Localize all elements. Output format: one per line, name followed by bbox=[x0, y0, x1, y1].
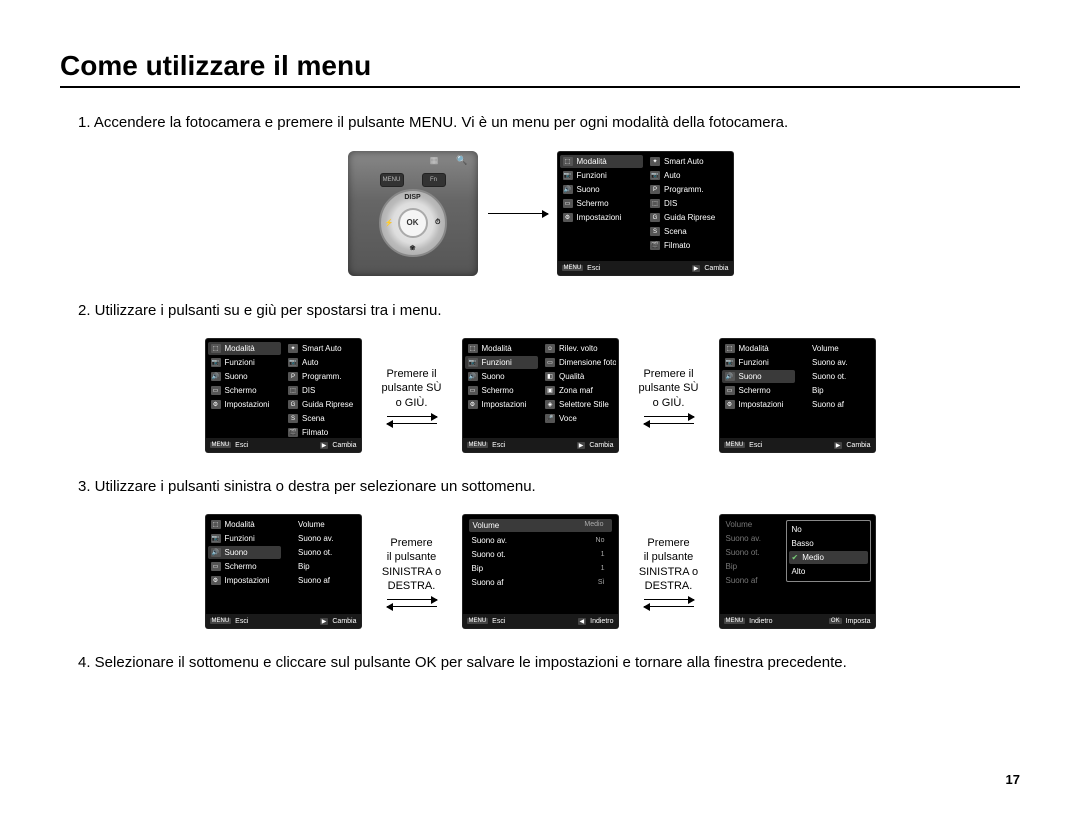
gear-icon: ⚙ bbox=[563, 213, 573, 222]
page-number: 17 bbox=[1006, 772, 1020, 787]
menu-item-funzioni[interactable]: 📷Funzioni bbox=[560, 169, 644, 182]
guide-icon: G bbox=[650, 213, 660, 222]
screen-footer: MENUEsci ▶Cambia bbox=[558, 261, 733, 275]
row-suonoav[interactable]: Suono av.No bbox=[469, 534, 612, 547]
menu-screen-c: ⬚Modalità 📷Funzioni 🔊Suono ▭Schermo ⚙Imp… bbox=[720, 339, 875, 452]
row-suonoaf[interactable]: Suono afSì bbox=[469, 576, 612, 589]
menu-screen-f: Volume Suono av. Suono ot. Bip Suono af … bbox=[720, 515, 875, 628]
option-alto[interactable]: Alto bbox=[789, 565, 868, 578]
arrow-right-icon bbox=[488, 213, 548, 214]
menu-item-suono[interactable]: 🔊Suono bbox=[560, 183, 644, 196]
arrow-group-2: Premere il pulsante SÙ o GIÙ. bbox=[624, 367, 714, 424]
menu-screen-main: ⬚Modalità 📷Funzioni 🔊Suono ▭Schermo ⚙Imp… bbox=[558, 152, 733, 275]
mode-smartauto[interactable]: ✦Smart Auto bbox=[647, 155, 731, 168]
auto-icon: 📷 bbox=[650, 171, 660, 180]
dis-icon: ⬚ bbox=[650, 199, 660, 208]
page-title: Come utilizzare il menu bbox=[60, 50, 1020, 88]
smartauto-icon: ✦ bbox=[650, 157, 660, 166]
flash-icon: ⚡ bbox=[385, 219, 394, 227]
menu-screen-b: ⬚Modalità 📷Funzioni 🔊Suono ▭Schermo ⚙Imp… bbox=[463, 339, 618, 452]
camera-back: ▦🔍 MENU Fn DISP ⚡ ⏱ ❀ OK bbox=[348, 151, 478, 276]
step-1: 1. Accendere la fotocamera e premere il … bbox=[78, 112, 1020, 133]
camera-icon: ⬚ bbox=[563, 157, 573, 166]
arrow-right-icon bbox=[387, 416, 437, 417]
menu-item-schermo[interactable]: ▭Schermo bbox=[560, 197, 644, 210]
menu-screen-e: VolumeMedio Suono av.No Suono ot.1 Bip1 … bbox=[463, 515, 618, 628]
disp-label: DISP bbox=[404, 194, 420, 201]
mode-guide[interactable]: GGuida Riprese bbox=[647, 211, 731, 224]
menu-screen-a: ⬚Modalità 📷Funzioni 🔊Suono ▭Schermo ⚙Imp… bbox=[206, 339, 361, 452]
menu-button[interactable]: MENU bbox=[380, 173, 404, 187]
macro-icon: ❀ bbox=[410, 244, 416, 252]
instruction-up-down: Premere il pulsante SÙ o GIÙ. bbox=[382, 367, 442, 410]
program-icon: P bbox=[650, 185, 660, 194]
camera-top-icons: ▦🔍 bbox=[348, 155, 478, 171]
step-2: 2. Utilizzare i pulsanti su e giù per sp… bbox=[78, 300, 1020, 321]
movie-icon: 🎬 bbox=[650, 241, 660, 250]
menu-screen-d: ⬚Modalità 📷Funzioni 🔊Suono ▭Schermo ⚙Imp… bbox=[206, 515, 361, 628]
timer-icon: ⏱ bbox=[435, 219, 440, 227]
row-2: ⬚Modalità 📷Funzioni 🔊Suono ▭Schermo ⚙Imp… bbox=[60, 339, 1020, 452]
ok-button[interactable]: OK bbox=[398, 208, 428, 238]
row-volume[interactable]: VolumeMedio bbox=[469, 519, 612, 532]
row-1: ▦🔍 MENU Fn DISP ⚡ ⏱ ❀ OK ⬚Modalità 📷Funz… bbox=[60, 151, 1020, 276]
camera-icon: 📷 bbox=[563, 171, 573, 180]
menu-right-col: ✦Smart Auto 📷Auto PProgramm. ⬚DIS GGuida… bbox=[645, 152, 733, 261]
option-basso[interactable]: Basso bbox=[789, 537, 868, 550]
menu-item-impostazioni[interactable]: ⚙Impostazioni bbox=[560, 211, 644, 224]
arrow-group-3: Premere il pulsante SINISTRA o DESTRA. bbox=[367, 536, 457, 607]
sound-icon: 🔊 bbox=[563, 185, 573, 194]
step-3: 3. Utilizzare i pulsanti sinistra o dest… bbox=[78, 476, 1020, 497]
row-bip[interactable]: Bip1 bbox=[469, 562, 612, 575]
display-icon: ▭ bbox=[563, 199, 573, 208]
mode-program[interactable]: PProgramm. bbox=[647, 183, 731, 196]
menu-item-modalita[interactable]: ⬚Modalità bbox=[560, 155, 644, 168]
dpad[interactable]: DISP ⚡ ⏱ ❀ OK bbox=[379, 189, 447, 257]
volume-options-box: No Basso ✔Medio Alto bbox=[786, 520, 871, 582]
mode-scene[interactable]: SScena bbox=[647, 225, 731, 238]
step-4: 4. Selezionare il sottomenu e cliccare s… bbox=[78, 652, 1020, 673]
mode-movie[interactable]: 🎬Filmato bbox=[647, 239, 731, 252]
fn-button[interactable]: Fn bbox=[422, 173, 446, 187]
option-medio[interactable]: ✔Medio bbox=[789, 551, 868, 564]
arrow-group-1: Premere il pulsante SÙ o GIÙ. bbox=[367, 367, 457, 424]
menu-left-col: ⬚Modalità 📷Funzioni 🔊Suono ▭Schermo ⚙Imp… bbox=[558, 152, 646, 261]
mode-auto[interactable]: 📷Auto bbox=[647, 169, 731, 182]
mode-dis[interactable]: ⬚DIS bbox=[647, 197, 731, 210]
option-no[interactable]: No bbox=[789, 523, 868, 536]
row-3: ⬚Modalità 📷Funzioni 🔊Suono ▭Schermo ⚙Imp… bbox=[60, 515, 1020, 628]
arrow-group-4: Premere il pulsante SINISTRA o DESTRA. bbox=[624, 536, 714, 607]
row-suonoot[interactable]: Suono ot.1 bbox=[469, 548, 612, 561]
arrow-left-icon bbox=[387, 423, 437, 424]
scene-icon: S bbox=[650, 227, 660, 236]
play-badge: ▶ bbox=[692, 265, 701, 272]
menu-badge: MENU bbox=[562, 265, 584, 271]
